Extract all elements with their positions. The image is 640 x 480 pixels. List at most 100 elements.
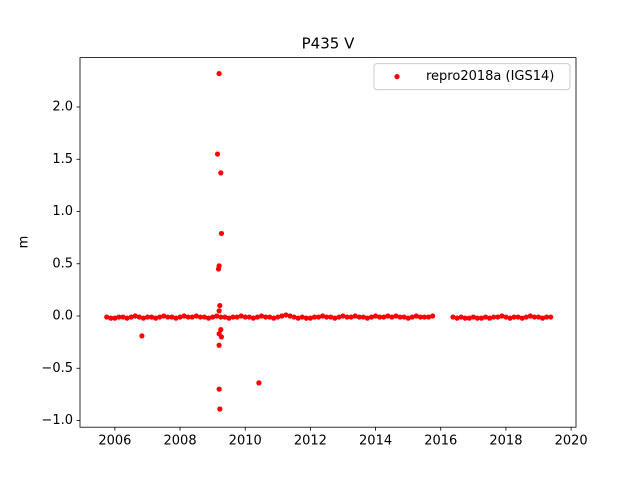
point bbox=[421, 314, 428, 320]
x-tick-label: 2008 bbox=[164, 434, 197, 449]
point bbox=[217, 406, 223, 412]
point bbox=[458, 314, 464, 320]
point bbox=[197, 314, 204, 320]
point bbox=[193, 313, 199, 319]
point bbox=[368, 314, 375, 320]
point bbox=[271, 315, 277, 321]
point bbox=[430, 313, 436, 319]
point bbox=[417, 314, 423, 320]
point bbox=[238, 313, 244, 319]
point bbox=[139, 333, 145, 339]
x-tick-label: 2018 bbox=[489, 434, 522, 449]
point bbox=[157, 314, 163, 320]
point bbox=[389, 314, 395, 320]
point bbox=[250, 315, 256, 321]
point bbox=[332, 315, 338, 321]
point bbox=[356, 314, 362, 320]
point bbox=[283, 312, 289, 318]
point bbox=[409, 314, 415, 320]
point bbox=[216, 342, 222, 348]
point bbox=[140, 315, 146, 321]
point bbox=[226, 315, 232, 321]
y-tick-label: −1.0 bbox=[41, 413, 73, 428]
point bbox=[128, 314, 134, 320]
point bbox=[511, 314, 517, 320]
point bbox=[348, 314, 354, 320]
point bbox=[401, 314, 407, 320]
point bbox=[214, 313, 220, 319]
x-tick-label: 2006 bbox=[98, 434, 131, 449]
x-tick-label: 2014 bbox=[359, 434, 392, 449]
point bbox=[385, 313, 391, 319]
point bbox=[136, 314, 142, 320]
point bbox=[279, 313, 285, 319]
point bbox=[544, 314, 550, 320]
point bbox=[132, 313, 138, 319]
x-tick-label: 2012 bbox=[294, 434, 327, 449]
point bbox=[344, 314, 350, 320]
point bbox=[503, 314, 509, 320]
point bbox=[205, 315, 212, 321]
point bbox=[507, 315, 513, 321]
point bbox=[169, 314, 175, 320]
point bbox=[144, 314, 151, 320]
point bbox=[177, 314, 183, 320]
point bbox=[148, 314, 155, 320]
point bbox=[216, 386, 222, 392]
point bbox=[295, 315, 301, 321]
point bbox=[218, 230, 225, 237]
point bbox=[216, 308, 222, 314]
point bbox=[535, 314, 542, 320]
point bbox=[474, 315, 481, 321]
legend-label: repro2018a (IGS14) bbox=[426, 69, 554, 84]
y-tick-label: 1.0 bbox=[52, 204, 73, 219]
point bbox=[491, 314, 497, 320]
point bbox=[210, 314, 216, 320]
legend-box bbox=[373, 63, 571, 91]
point bbox=[515, 314, 521, 320]
point bbox=[336, 314, 342, 320]
y-axis-label: m bbox=[17, 236, 32, 249]
point bbox=[181, 313, 187, 319]
point bbox=[246, 314, 252, 320]
point bbox=[153, 315, 159, 321]
point bbox=[299, 314, 305, 320]
point bbox=[381, 314, 387, 320]
point bbox=[124, 315, 130, 321]
point bbox=[340, 313, 346, 319]
point bbox=[307, 315, 314, 321]
point bbox=[230, 314, 236, 320]
point bbox=[462, 315, 468, 321]
point bbox=[216, 70, 222, 77]
y-tick-label: 1.5 bbox=[52, 152, 73, 167]
point bbox=[405, 315, 411, 321]
point bbox=[360, 314, 366, 320]
point bbox=[315, 314, 322, 320]
point bbox=[215, 266, 222, 272]
point bbox=[413, 313, 419, 319]
x-tick-label: 2016 bbox=[424, 434, 457, 449]
y-tick-label: 2.0 bbox=[52, 100, 73, 115]
point bbox=[165, 314, 171, 320]
point bbox=[548, 314, 554, 320]
point bbox=[275, 314, 281, 320]
point bbox=[487, 315, 493, 321]
point bbox=[262, 314, 269, 320]
point bbox=[454, 315, 460, 321]
plot-frame bbox=[79, 57, 577, 428]
point bbox=[217, 302, 223, 309]
point bbox=[478, 315, 485, 321]
point bbox=[324, 314, 330, 320]
point bbox=[120, 314, 126, 320]
point bbox=[499, 313, 505, 319]
point bbox=[267, 314, 273, 320]
point bbox=[531, 314, 538, 320]
y-tick-label: −0.5 bbox=[41, 361, 73, 376]
point bbox=[523, 314, 529, 320]
point bbox=[519, 315, 525, 321]
point bbox=[254, 314, 261, 320]
point bbox=[425, 314, 432, 320]
point bbox=[450, 314, 456, 320]
point bbox=[104, 314, 110, 320]
point bbox=[108, 315, 114, 321]
